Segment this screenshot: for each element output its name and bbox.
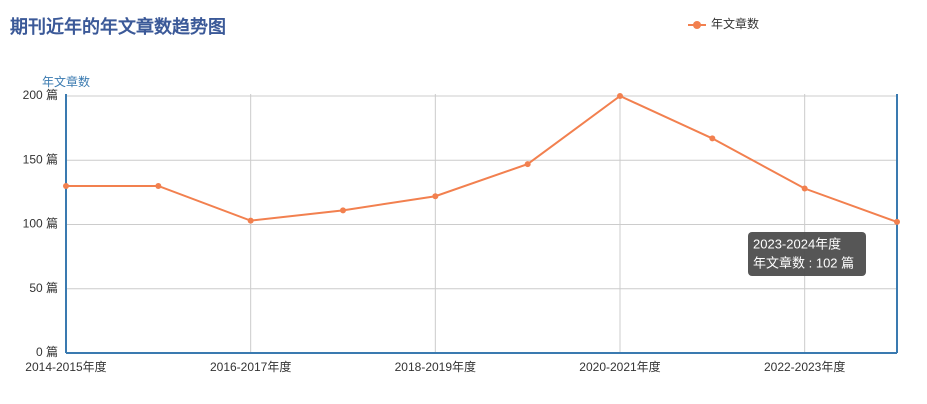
tooltip-box xyxy=(748,232,866,276)
point xyxy=(801,185,808,192)
x-tick-label: 2014-2015年度 xyxy=(25,359,106,374)
y-tick-label: 200 篇 xyxy=(23,87,58,102)
line xyxy=(66,94,898,223)
point xyxy=(63,182,69,189)
legend-marker xyxy=(693,21,701,29)
x-tick-label: 2022-2023年度 xyxy=(764,359,845,374)
y-axis-label: 年文章数 xyxy=(42,74,90,89)
point xyxy=(709,135,716,142)
tooltip-text: 2023-2024年度 xyxy=(753,236,841,251)
x-tick-label: 2016-2017年度 xyxy=(210,359,291,374)
y-tick-label: 50 篇 xyxy=(29,280,58,295)
y-tick-label: 0 篇 xyxy=(36,344,58,359)
x-tick-label: 2020-2021年度 xyxy=(579,359,660,374)
point xyxy=(617,93,623,99)
point xyxy=(340,207,346,214)
point xyxy=(247,217,254,224)
legend-label: 年文章数 xyxy=(711,16,759,31)
x-tick-label: 2018-2019年度 xyxy=(395,359,476,374)
chart-title: 期刊近年的年文章数趋势图 xyxy=(10,16,226,37)
y-tick-label: 150 篇 xyxy=(23,151,58,166)
point xyxy=(524,161,531,168)
point xyxy=(432,193,439,200)
point xyxy=(155,182,162,189)
y-tick-label: 100 篇 xyxy=(23,216,58,231)
tooltip-text: 年文章数 : 102 篇 xyxy=(753,255,854,270)
point xyxy=(894,218,900,225)
